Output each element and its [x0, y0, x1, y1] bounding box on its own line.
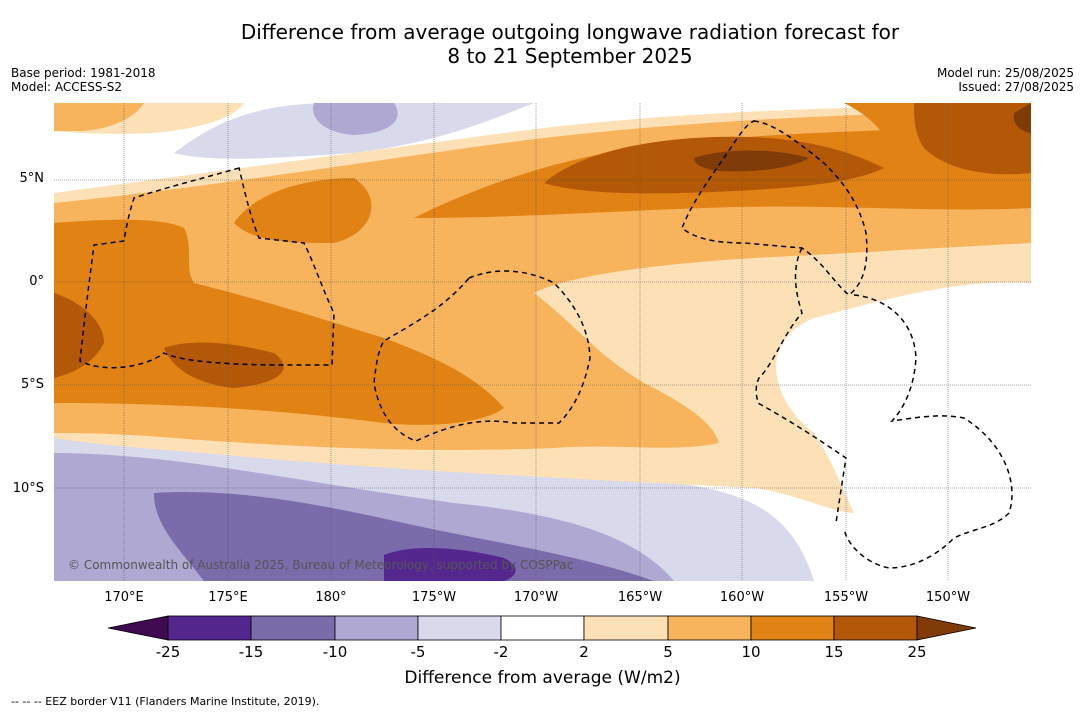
colorbar-swatch-1 [167, 615, 252, 641]
model-run: Model run: 25/08/2025 [936, 66, 1074, 80]
region-pos-darker-ne [914, 103, 1031, 175]
colorbar-tick-neg25: -25 [155, 643, 181, 661]
colorbar-tick-2: 2 [579, 643, 589, 661]
title-line-1: Difference from average outgoing longwav… [240, 20, 900, 44]
colorbar-swatch-3 [334, 615, 419, 641]
colorbar-arrow-low [108, 615, 169, 641]
forecast-map [54, 103, 1031, 581]
colorbar [108, 615, 977, 641]
colorbar-tick-5: 5 [663, 643, 673, 661]
colorbar-swatch-5 [500, 615, 585, 641]
region-pos-darker-west [54, 293, 104, 378]
colorbar-swatch-4 [417, 615, 502, 641]
lon-label-175e: 175°E [208, 590, 248, 605]
lon-label-165w: 165°W [617, 590, 663, 605]
colorbar-tick-neg10: -10 [322, 643, 348, 661]
region-pos-dark-west [54, 219, 504, 425]
model-name: Model: ACCESS-S2 [11, 80, 123, 94]
colorbar-swatch-8 [750, 615, 835, 641]
lon-label-160w: 160°W [719, 590, 765, 605]
title-line-2: 8 to 21 September 2025 [447, 44, 693, 68]
lat-label-0: 0° [29, 274, 44, 289]
colorbar-swatch-9 [833, 615, 918, 641]
colorbar-swatch-7 [667, 615, 752, 641]
lon-label-175w: 175°W [411, 590, 457, 605]
lon-label-150w: 150°W [925, 590, 971, 605]
meta-right: Model run: 25/08/2025 Issued: 27/08/2025 [937, 66, 1074, 94]
copyright-notice: © Commonwealth of Australia 2025, Bureau… [68, 558, 574, 572]
colorbar-tick-neg5: -5 [410, 643, 426, 661]
region-pos-dark-centre [234, 178, 372, 243]
base-period: Base period: 1981-2018 [11, 66, 156, 80]
region-pos-darker-sw [164, 342, 284, 388]
graticule [54, 103, 1031, 581]
lon-label-170e: 170°E [104, 590, 144, 605]
eez-borders [79, 120, 1013, 569]
lat-label-10s: 10°S [12, 481, 44, 496]
region-pos-darkest-ne [1013, 103, 1031, 133]
colorbar-swatch-6 [583, 615, 669, 641]
region-neg-strong [154, 492, 654, 581]
lon-label-170w: 170°W [513, 590, 559, 605]
region-pos-mid-nw [54, 103, 144, 131]
colorbar-label: Difference from average (W/m2) [404, 668, 681, 688]
colorbar-tick-25: 25 [907, 643, 927, 661]
colorbar-tick-neg15: -15 [238, 643, 264, 661]
lon-label-155w: 155°W [823, 590, 869, 605]
region-neg-strongest [384, 547, 516, 581]
region-neg-north-mid [313, 103, 398, 135]
map-title: Difference from average outgoing longwav… [0, 20, 1085, 68]
lat-label-5n: 5°N [19, 171, 45, 186]
colorbar-swatch-2 [250, 615, 336, 641]
colorbar-tick-neg2: -2 [493, 643, 509, 661]
meta-left: Base period: 1981-2018 Model: ACCESS-S2 [11, 66, 156, 94]
lat-label-5s: 5°S [20, 377, 44, 392]
lon-label-180: 180° [315, 590, 347, 605]
eez-footnote: -- -- -- EEZ border V11 (Flanders Marine… [11, 695, 320, 708]
colorbar-tick-15: 15 [824, 643, 844, 661]
colorbar-tick-10: 10 [741, 643, 761, 661]
region-pos-darkest-north [694, 150, 809, 172]
issued-date: Issued: 27/08/2025 [958, 80, 1074, 94]
colorbar-arrow-high [916, 615, 977, 641]
